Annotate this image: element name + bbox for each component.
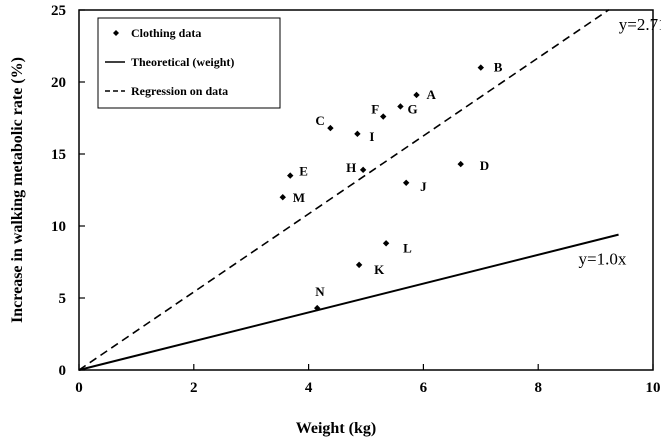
data-point: [382, 240, 390, 247]
x-tick-label: 6: [420, 380, 428, 396]
point-label: L: [403, 240, 412, 255]
data-point: [477, 64, 484, 71]
point-label: H: [346, 160, 356, 175]
legend-marker-diamond: [113, 30, 119, 36]
plot-frame: [78, 9, 654, 371]
x-tick-label: 8: [534, 380, 542, 396]
legend-label: Regression on data: [131, 84, 228, 98]
point-label: D: [480, 158, 489, 173]
regression-line: [78, 9, 610, 371]
data-point: [354, 130, 361, 138]
point-label: N: [315, 284, 325, 299]
y-tick-label: 10: [51, 219, 66, 235]
equation-label: y=2.71x: [619, 15, 661, 34]
theoretical-line: [78, 233, 619, 371]
equation-label: y=1.0x: [579, 250, 627, 269]
point-label: G: [407, 101, 417, 116]
legend: Clothing data Theoretical (weight) Regress…: [97, 17, 281, 109]
legend-label: Clothing data: [131, 26, 201, 40]
data-point: [380, 113, 387, 120]
y-tick-label: 25: [51, 3, 66, 19]
y-tick-label: 15: [51, 147, 66, 163]
x-axis-label: Weight (kg): [296, 420, 376, 437]
point-label: I: [369, 129, 374, 144]
y-tick-label: 20: [51, 75, 66, 91]
data-point: [397, 103, 404, 110]
y-tick-label: 0: [59, 363, 67, 379]
point-label: E: [299, 164, 308, 179]
y-tick-label: 5: [59, 291, 67, 307]
data-point: [402, 179, 410, 186]
point-label: B: [494, 60, 503, 75]
x-tick-label: 0: [75, 380, 83, 396]
point-label: C: [315, 113, 324, 128]
data-point: [413, 91, 420, 99]
x-tick-label: 10: [646, 380, 661, 396]
data-point: [327, 124, 334, 132]
x-tick-label: 2: [190, 380, 198, 396]
point-label: F: [371, 102, 379, 117]
point-label: K: [374, 262, 385, 277]
point-label: A: [427, 87, 437, 102]
data-point: [314, 304, 321, 312]
data-point: [457, 160, 464, 168]
point-label: J: [420, 179, 427, 194]
legend-label: Theoretical (weight): [131, 55, 234, 69]
data-point: [279, 194, 286, 201]
data-point: [287, 172, 294, 179]
data-point: [355, 261, 363, 269]
point-label: M: [293, 190, 305, 205]
y-axis-label: Increase in walking metabolic rate (%): [9, 57, 26, 323]
x-tick-label: 4: [305, 380, 313, 396]
data-point: [359, 166, 367, 174]
legend-box: [97, 17, 281, 109]
